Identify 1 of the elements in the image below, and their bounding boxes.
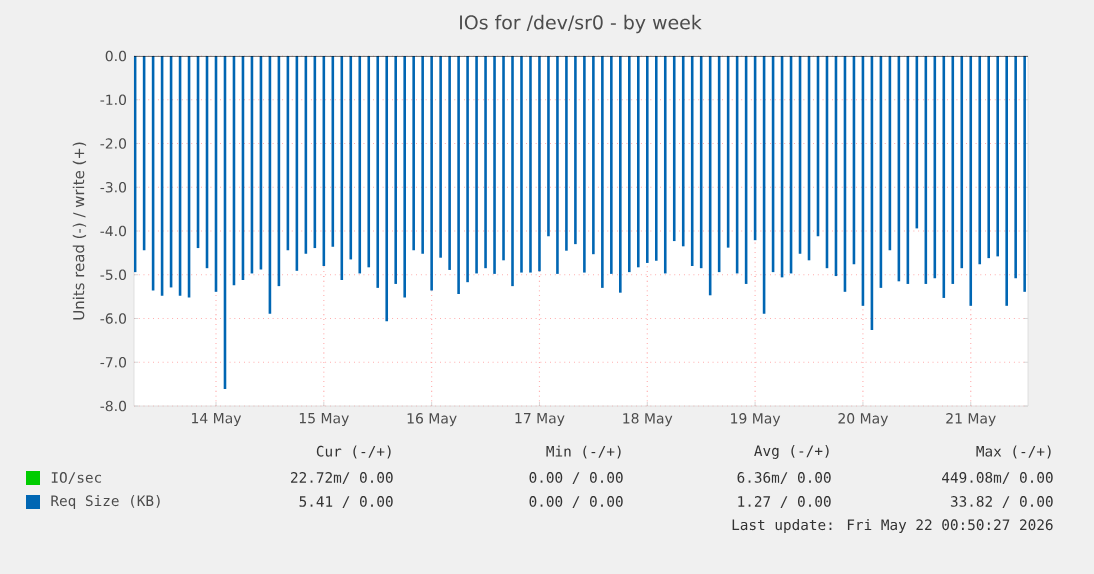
chart-title: IOs for /dev/sr0 - by week: [460, 14, 702, 34]
